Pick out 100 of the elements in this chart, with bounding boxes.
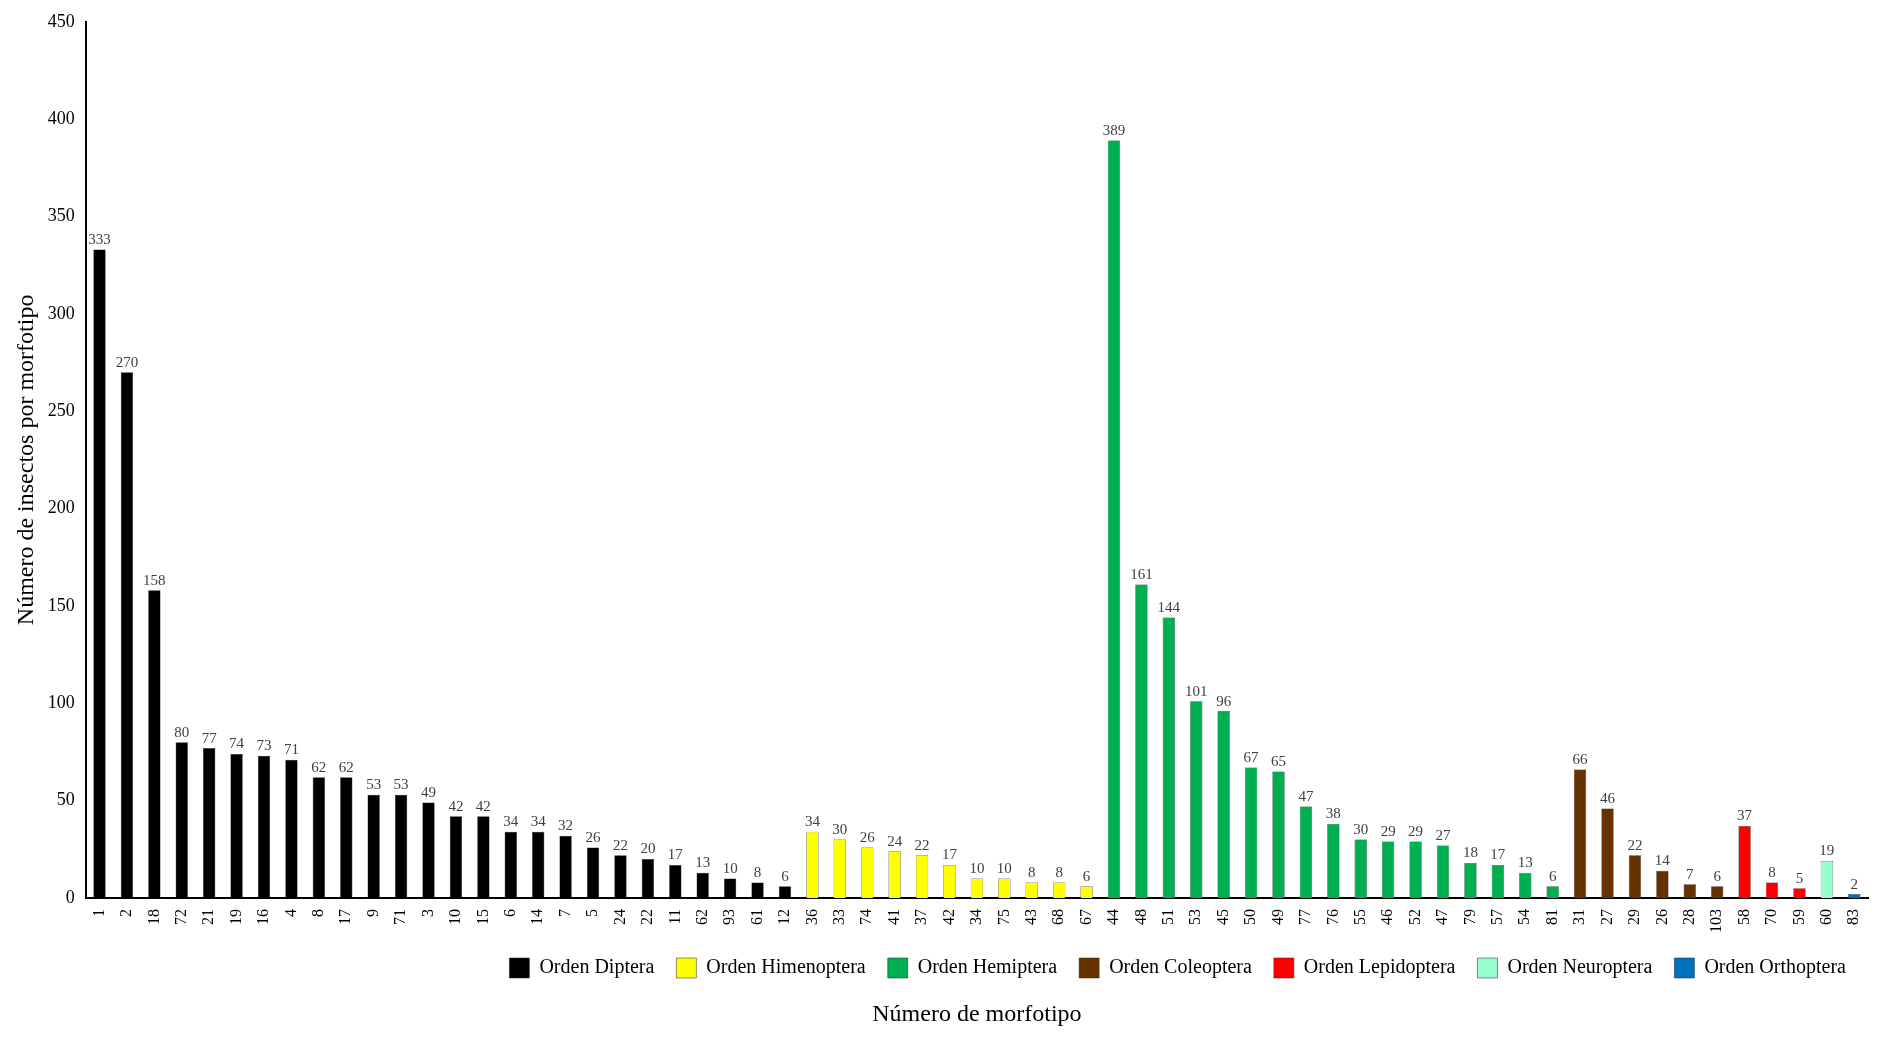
data-label: 6: [1713, 867, 1722, 884]
data-label: 17: [667, 846, 684, 863]
x-tick-label: 24: [610, 909, 628, 925]
data-label: 10: [996, 859, 1012, 876]
data-label: 74: [229, 735, 245, 752]
y-tick-label: 200: [47, 497, 75, 518]
x-tick-label: 52: [1405, 909, 1423, 925]
data-label: 8: [753, 863, 762, 880]
x-tick-label: 34: [967, 909, 985, 925]
data-label: 8: [1055, 863, 1063, 880]
x-tick-label: 16: [254, 909, 272, 925]
x-tick-label: 51: [1159, 909, 1177, 925]
x-tick-label: 26: [1652, 909, 1670, 925]
x-tick-label: 76: [1323, 909, 1341, 925]
data-label: 161: [1130, 565, 1153, 582]
data-label: 17: [941, 846, 958, 863]
x-tick-label: 58: [1734, 909, 1752, 925]
legend-label: Orden Hemiptera: [917, 955, 1058, 979]
x-tick-label: 36: [802, 909, 820, 925]
x-tick-label: 59: [1789, 909, 1807, 925]
x-tick-label: 31: [1570, 909, 1588, 925]
x-tick-label: 5: [583, 909, 601, 917]
data-label: 14: [1654, 852, 1671, 869]
data-label: 29: [1380, 822, 1396, 839]
x-tick-label: 60: [1817, 909, 1835, 925]
x-tick-label: 48: [1131, 909, 1149, 925]
x-tick-label: 22: [638, 909, 656, 925]
x-tick-label: 81: [1542, 909, 1560, 925]
data-label: 65: [1271, 752, 1286, 769]
x-tick-label: 9: [363, 909, 381, 917]
x-tick-label: 7: [555, 909, 573, 917]
x-tick-label: 74: [857, 909, 875, 925]
data-label: 73: [256, 737, 272, 754]
data-label: 96: [1216, 692, 1232, 709]
data-label: 6: [781, 867, 790, 884]
data-label: 17: [1490, 846, 1506, 863]
x-tick-label: 67: [1076, 909, 1094, 925]
x-tick-label: 10: [446, 909, 464, 925]
y-tick-label: 0: [65, 886, 75, 907]
data-label: 7: [1686, 865, 1695, 882]
data-label: 34: [503, 813, 519, 830]
x-tick-label: 43: [1021, 909, 1039, 925]
data-label: 6: [1082, 867, 1091, 884]
y-tick-label: 150: [47, 594, 75, 615]
data-label: 30: [1353, 821, 1369, 838]
x-tick-label: 29: [1625, 909, 1643, 925]
data-label: 26: [859, 828, 876, 845]
data-label: 62: [338, 758, 354, 775]
x-tick-label: 61: [747, 909, 765, 925]
data-label: 80: [174, 723, 190, 740]
data-label: 53: [366, 776, 382, 793]
x-tick-label: 93: [720, 909, 738, 925]
x-tick-label: 4: [281, 909, 299, 917]
data-label: 26: [585, 828, 602, 845]
data-label: 62: [311, 758, 327, 775]
data-label: 20: [640, 840, 656, 857]
x-tick-label: 62: [692, 909, 710, 925]
data-label: 42: [475, 797, 491, 814]
x-tick-label: 44: [1104, 909, 1122, 925]
y-tick-label: 350: [47, 205, 75, 226]
data-label: 32: [558, 817, 574, 834]
x-tick-label: 18: [144, 909, 162, 925]
x-tick-label: 6: [500, 909, 518, 917]
data-label: 6: [1548, 867, 1557, 884]
data-label: 22: [914, 836, 930, 853]
data-label: 13: [1517, 854, 1533, 871]
x-tick-label: 19: [226, 909, 244, 925]
data-label: 10: [722, 859, 738, 876]
x-tick-label: 103: [1707, 909, 1725, 933]
data-label: 13: [695, 854, 711, 871]
x-tick-label: 47: [1433, 909, 1451, 925]
y-tick-label: 300: [47, 302, 75, 323]
x-tick-label: 68: [1049, 909, 1067, 925]
legend-label: Orden Neuroptera: [1507, 955, 1653, 979]
data-label: 19: [1819, 842, 1835, 859]
data-label: 30: [832, 821, 848, 838]
y-tick-label: 450: [47, 10, 75, 31]
x-tick-label: 72: [171, 909, 189, 925]
data-label: 67: [1243, 748, 1260, 765]
data-label: 29: [1408, 822, 1424, 839]
x-tick-label: 54: [1515, 909, 1533, 925]
x-tick-label: 41: [884, 909, 902, 925]
x-tick-label: 37: [912, 909, 930, 925]
y-tick-label: 250: [47, 399, 75, 420]
data-label: 8: [1027, 863, 1036, 880]
x-tick-label: 77: [1296, 909, 1314, 925]
x-tick-label: 57: [1488, 909, 1506, 925]
x-tick-label: 11: [665, 909, 683, 925]
x-tick-label: 70: [1762, 909, 1780, 925]
y-tick-label: 400: [47, 107, 75, 128]
data-label: 18: [1462, 844, 1478, 861]
x-tick-label: 2: [117, 909, 135, 917]
x-tick-label: 28: [1679, 909, 1697, 925]
x-axis-title: Número de morfotipo: [872, 1000, 1082, 1027]
data-label: 42: [448, 797, 464, 814]
data-label: 66: [1572, 750, 1589, 767]
data-label: 46: [1600, 789, 1616, 806]
x-tick-label: 46: [1378, 909, 1396, 925]
data-label: 5: [1795, 869, 1804, 886]
x-tick-label: 45: [1213, 909, 1231, 925]
